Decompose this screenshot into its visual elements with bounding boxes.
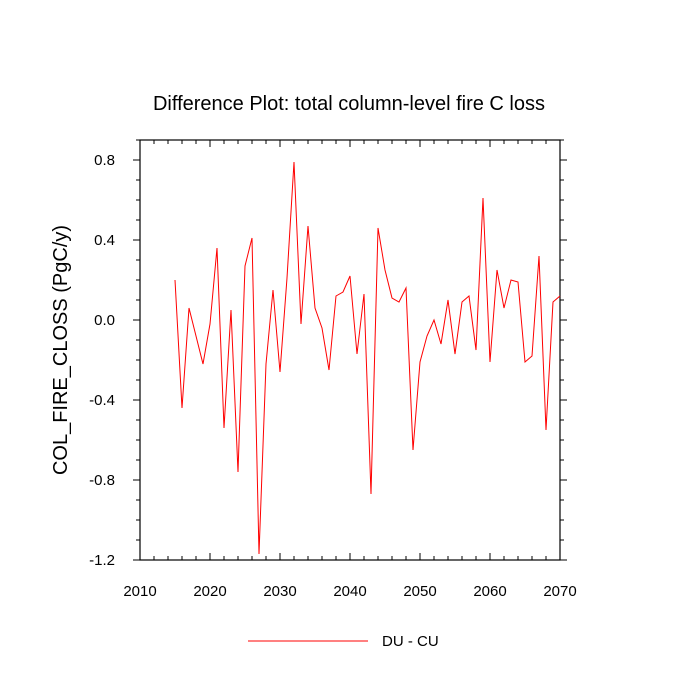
plot-frame	[139, 139, 561, 561]
y-tick-label: -0.8	[89, 472, 115, 489]
legend-label: DU - CU	[382, 633, 439, 650]
legend: DU - CU	[248, 633, 439, 650]
series-line	[174, 161, 561, 555]
y-tick-label: -1.2	[89, 552, 115, 569]
x-tick-label: 2060	[473, 583, 506, 600]
series-group	[174, 161, 561, 555]
x-tick-label: 2010	[123, 583, 156, 600]
chart-title: Difference Plot: total column-level fire…	[153, 93, 545, 115]
tick-labels: 2010 2020 2030 2040 2050 2060 2070 -1.2 -0.8 -0.4…	[89, 152, 577, 600]
x-tick-label: 2040	[333, 583, 366, 600]
y-tick-label: 0.4	[94, 232, 115, 249]
y-tick-label: 0.8	[94, 152, 115, 169]
y-axis-label: COL_FIRE_CLOSS (PgC/y)	[50, 225, 72, 475]
x-tick-label: 2070	[543, 583, 576, 600]
x-tick-label: 2020	[193, 583, 226, 600]
y-tick-label: -0.4	[89, 392, 115, 409]
x-tick-label: 2030	[263, 583, 296, 600]
x-tick-label: 2050	[403, 583, 436, 600]
axis-ticks	[133, 139, 567, 561]
y-tick-label: 0.0	[94, 312, 115, 329]
